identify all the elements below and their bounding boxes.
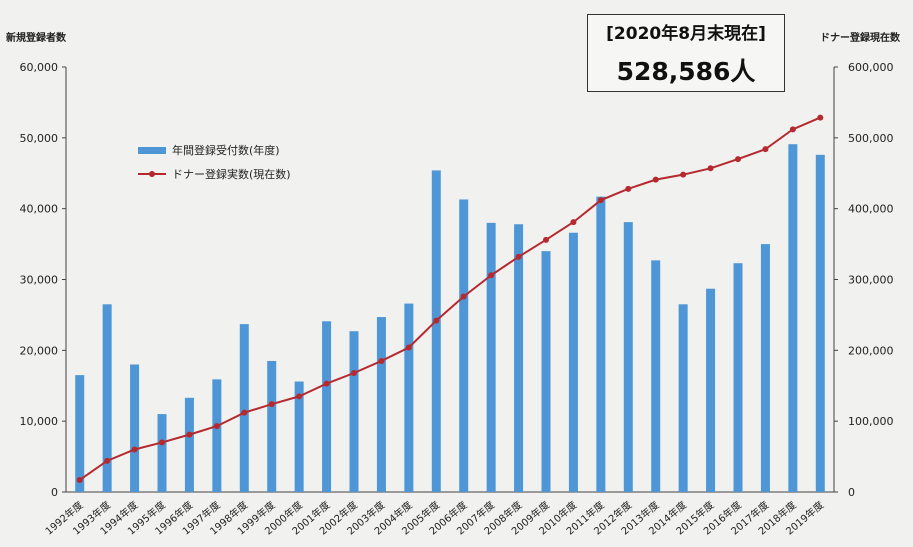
left-tick-label: 10,000: [20, 415, 59, 428]
line-point: [488, 272, 495, 279]
bar: [514, 224, 524, 492]
left-tick-label: 60,000: [20, 61, 59, 74]
line-point: [378, 357, 385, 364]
bar: [376, 317, 386, 492]
line-point: [131, 446, 138, 453]
line-point: [680, 171, 687, 178]
status-date: [2020年8月末現在]: [606, 24, 766, 44]
left-tick-label: 30,000: [20, 274, 59, 287]
bar: [212, 379, 222, 492]
line-point: [597, 197, 604, 204]
line-point: [625, 185, 632, 192]
bar: [102, 304, 112, 492]
legend-line-swatch: [138, 171, 166, 177]
line-point: [570, 219, 577, 226]
status-box: [2020年8月末現在] 528,586人: [587, 14, 785, 92]
line-point: [735, 156, 741, 163]
right-tick-label: 0: [848, 486, 855, 499]
line-point: [707, 165, 714, 172]
bar: [541, 251, 551, 492]
bar: [294, 381, 304, 492]
legend-line-label: ドナー登録実数(現在数): [172, 168, 291, 181]
bar: [486, 222, 496, 493]
legend-bar-label: 年間登録受付数(年度): [172, 144, 280, 157]
line-point: [213, 423, 220, 430]
bar: [404, 303, 414, 492]
line-point: [762, 146, 769, 153]
bar: [623, 222, 633, 492]
right-axis-label: ドナー登録現在数: [820, 33, 900, 44]
status-count: 528,586人: [616, 57, 756, 86]
left-tick-label: 50,000: [20, 132, 59, 145]
line-point: [543, 236, 549, 243]
right-tick-label: 400,000: [848, 203, 894, 216]
line-point: [433, 317, 440, 324]
line-point: [817, 114, 824, 121]
left-tick-label: 40,000: [20, 203, 59, 216]
bar: [733, 263, 743, 492]
line-point: [405, 344, 412, 351]
bar: [184, 397, 194, 492]
line-point: [323, 380, 330, 387]
series-line: [79, 116, 821, 481]
left-tick-label: 20,000: [20, 344, 59, 357]
right-tick-label: 200,000: [848, 344, 894, 357]
bar: [568, 232, 578, 492]
bar: [75, 375, 85, 492]
line-point: [296, 393, 303, 400]
legend-item-bar: 年間登録受付数(年度): [138, 138, 291, 162]
bar: [239, 324, 249, 492]
bar: [349, 331, 359, 492]
left-axis-label: 新規登録者数: [6, 33, 66, 44]
line-point: [159, 439, 165, 446]
line-point: [460, 293, 467, 300]
bar: [157, 414, 167, 492]
bar: [678, 304, 688, 492]
legend-bar-swatch: [138, 146, 166, 154]
left-tick-label: 0: [51, 486, 58, 499]
right-tick-label: 500,000: [848, 132, 894, 145]
line-point: [186, 431, 193, 438]
line-point: [241, 409, 248, 416]
line-point: [104, 457, 111, 464]
bar: [706, 288, 716, 492]
line-point: [652, 176, 659, 183]
legend-item-line: ドナー登録実数(現在数): [138, 162, 291, 186]
bar: [815, 154, 825, 493]
line-point: [351, 370, 357, 376]
bar: [651, 260, 661, 492]
line-point: [76, 476, 83, 483]
right-tick-label: 100,000: [848, 415, 894, 428]
line-point: [268, 401, 275, 408]
legend: 年間登録受付数(年度) ドナー登録実数(現在数): [138, 138, 291, 186]
right-tick-label: 600,000: [848, 61, 894, 74]
bar: [596, 196, 606, 492]
line-point: [515, 253, 522, 260]
bar: [760, 244, 770, 492]
right-tick-label: 300,000: [848, 274, 894, 287]
bar: [322, 321, 332, 492]
bar: [130, 364, 140, 492]
bar: [459, 199, 469, 493]
bar: [431, 170, 441, 492]
bar: [267, 360, 277, 492]
bar: [788, 144, 798, 493]
line-point: [789, 126, 796, 133]
